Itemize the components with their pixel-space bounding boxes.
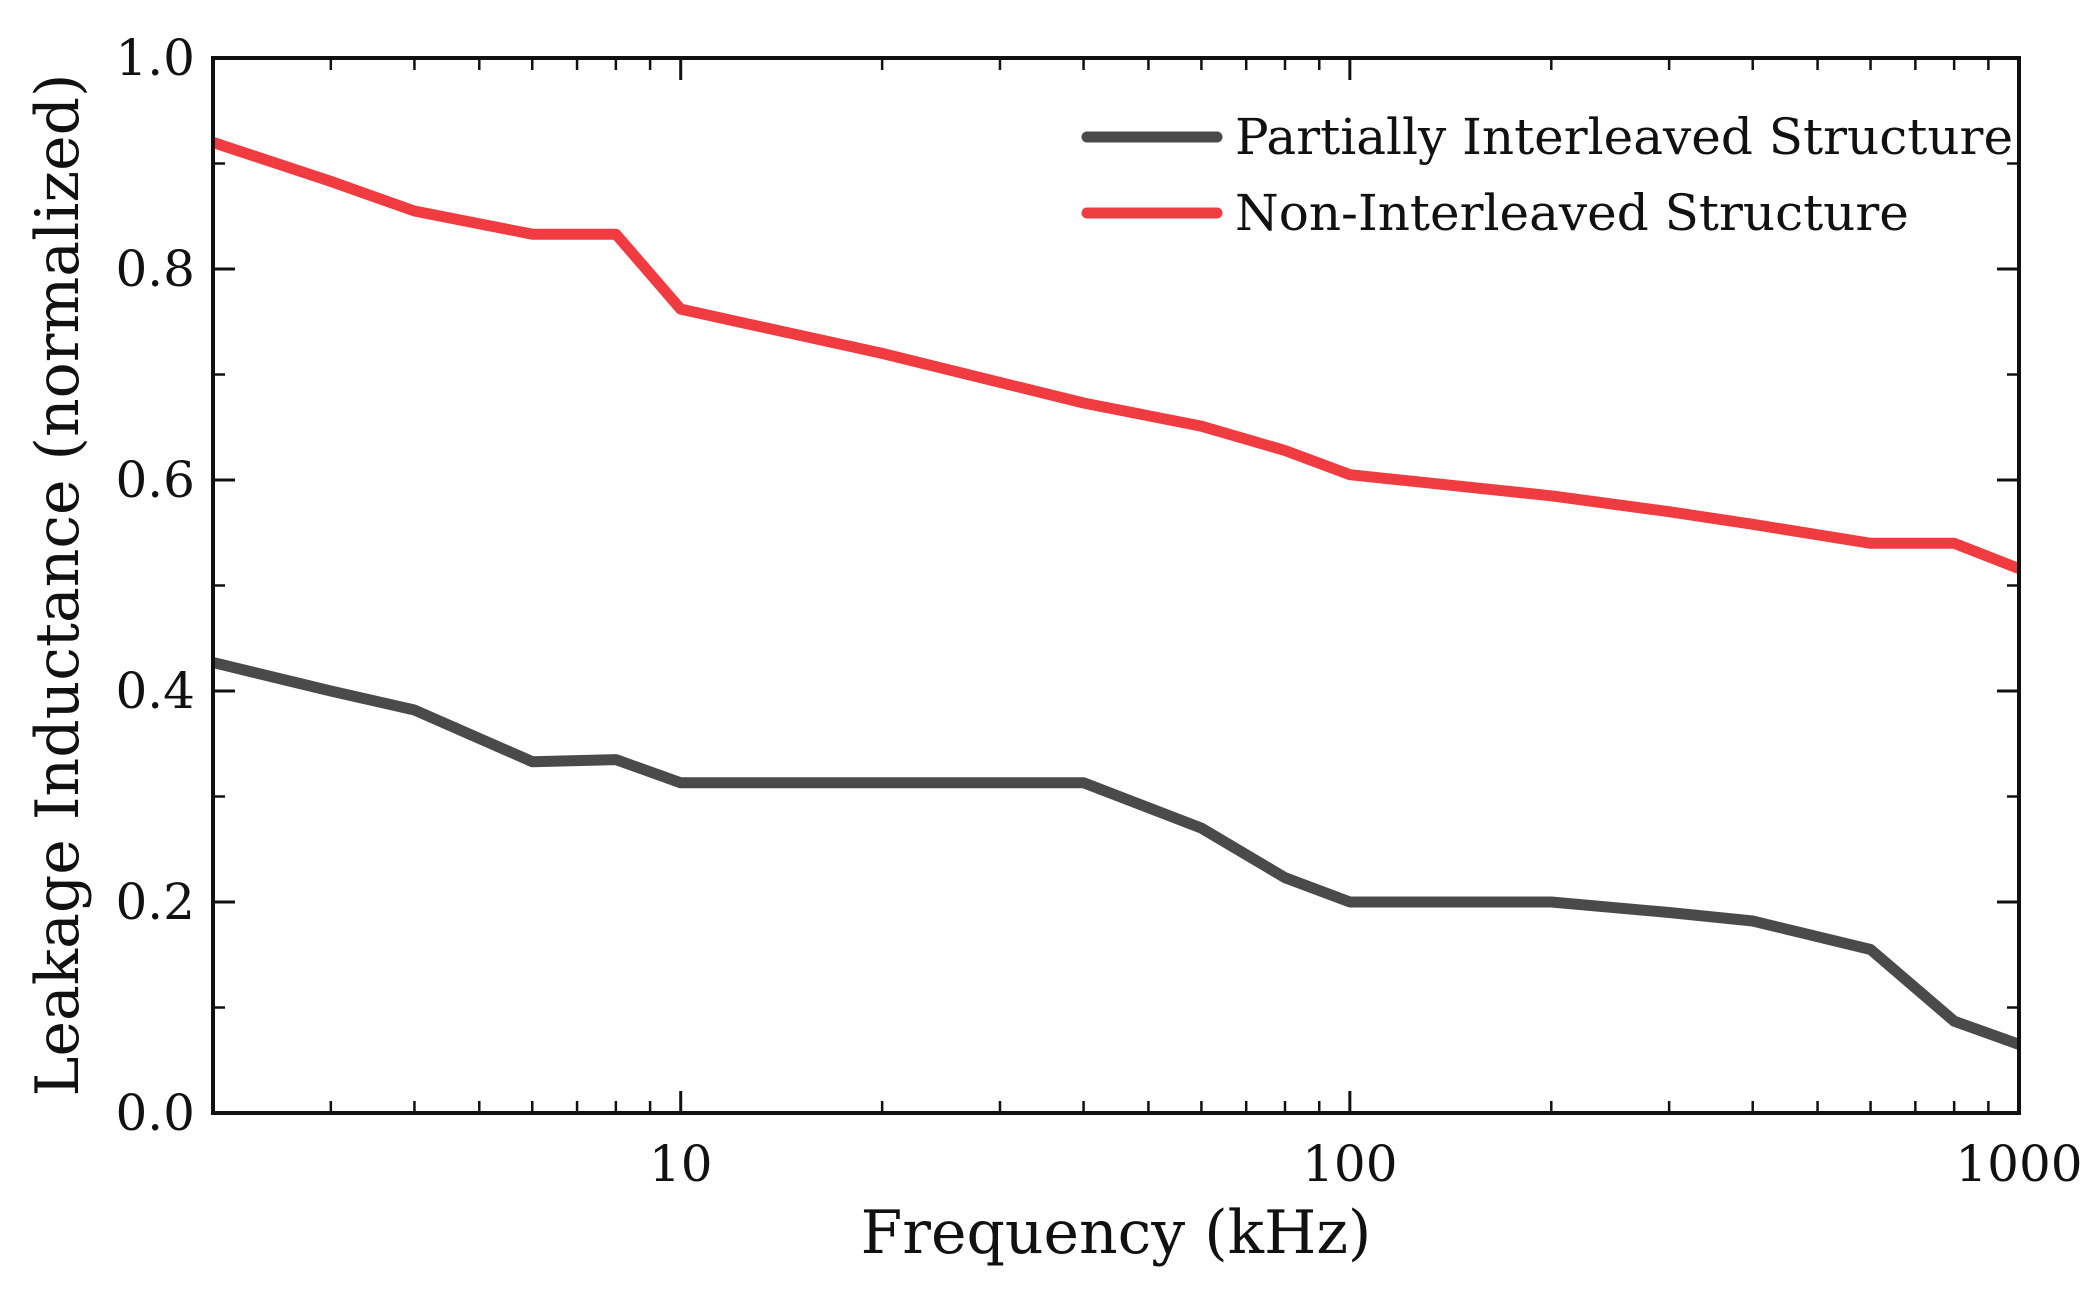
x-axis-label: Frequency (kHz) <box>861 1198 1372 1268</box>
y-tick-label: 0.8 <box>115 240 195 298</box>
legend: Partially Interleaved Structure Non-Inter… <box>1081 108 2013 242</box>
series-line-2 <box>213 137 2019 574</box>
legend-label-2: Non-Interleaved Structure <box>1235 184 1909 242</box>
ticks-layer <box>211 56 2021 1115</box>
y-tick-label: 0.2 <box>115 873 195 931</box>
legend-label-1: Partially Interleaved Structure <box>1235 108 2013 166</box>
series-layer <box>213 137 2019 1050</box>
series-line-1 <box>213 657 2019 1050</box>
y-tick-label: 1.0 <box>115 29 195 87</box>
x-tick-label: 1000 <box>1955 1135 2082 1193</box>
x-tick-label: 100 <box>1302 1135 1397 1193</box>
labels-layer: 10 100 1000 0.0 0.2 0.4 0.6 0.8 1.0 <box>115 29 2082 1193</box>
y-axis-label: Leakage Inductance (normalized) <box>23 74 93 1097</box>
y-tick-label: 0.6 <box>115 451 195 509</box>
y-tick-label: 0.0 <box>115 1084 195 1142</box>
y-tick-label: 0.4 <box>115 662 195 720</box>
x-tick-label: 10 <box>649 1135 713 1193</box>
